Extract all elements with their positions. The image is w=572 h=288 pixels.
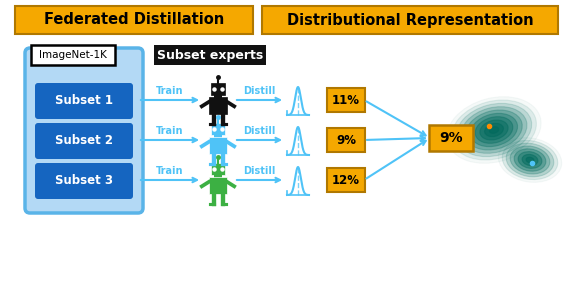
FancyBboxPatch shape — [209, 177, 227, 194]
Ellipse shape — [489, 127, 499, 133]
Text: Distill: Distill — [243, 166, 276, 176]
FancyBboxPatch shape — [35, 123, 133, 159]
Ellipse shape — [475, 117, 513, 143]
FancyBboxPatch shape — [214, 174, 221, 178]
FancyBboxPatch shape — [154, 45, 266, 65]
Text: Distill: Distill — [243, 86, 276, 96]
FancyBboxPatch shape — [327, 128, 365, 152]
Ellipse shape — [480, 120, 508, 140]
Ellipse shape — [506, 143, 554, 177]
Text: Subset 3: Subset 3 — [55, 175, 113, 187]
FancyBboxPatch shape — [327, 88, 365, 112]
FancyBboxPatch shape — [262, 6, 558, 34]
FancyBboxPatch shape — [211, 83, 225, 94]
Ellipse shape — [452, 100, 537, 160]
Text: 9%: 9% — [439, 131, 463, 145]
Text: Subset 2: Subset 2 — [55, 134, 113, 147]
Ellipse shape — [502, 141, 558, 180]
FancyBboxPatch shape — [15, 6, 253, 34]
FancyBboxPatch shape — [25, 48, 143, 213]
Text: ImageNet-1K: ImageNet-1K — [39, 50, 107, 60]
Ellipse shape — [466, 110, 522, 150]
FancyBboxPatch shape — [327, 168, 365, 192]
Text: Train: Train — [156, 86, 184, 96]
Text: Subset experts: Subset experts — [157, 48, 263, 62]
FancyBboxPatch shape — [211, 123, 225, 134]
Ellipse shape — [518, 151, 542, 168]
Text: Distill: Distill — [243, 126, 276, 136]
Ellipse shape — [514, 149, 546, 171]
FancyBboxPatch shape — [429, 125, 473, 151]
Text: Distributional Representation: Distributional Representation — [287, 12, 533, 27]
Ellipse shape — [510, 146, 550, 174]
Ellipse shape — [484, 123, 503, 137]
Text: Federated Distillation: Federated Distillation — [44, 12, 224, 27]
FancyBboxPatch shape — [35, 83, 133, 119]
FancyBboxPatch shape — [209, 137, 227, 154]
FancyBboxPatch shape — [35, 163, 133, 199]
Text: 12%: 12% — [332, 173, 360, 187]
FancyBboxPatch shape — [214, 94, 221, 98]
Text: 11%: 11% — [332, 94, 360, 107]
FancyBboxPatch shape — [211, 163, 225, 175]
Ellipse shape — [526, 157, 534, 163]
Text: Train: Train — [156, 126, 184, 136]
Ellipse shape — [470, 113, 518, 147]
Text: Train: Train — [156, 166, 184, 176]
Ellipse shape — [522, 154, 538, 166]
FancyBboxPatch shape — [209, 97, 227, 113]
FancyBboxPatch shape — [31, 45, 115, 65]
Ellipse shape — [456, 103, 532, 157]
Ellipse shape — [461, 107, 527, 153]
Text: Subset 1: Subset 1 — [55, 94, 113, 107]
FancyBboxPatch shape — [214, 134, 221, 138]
Text: 9%: 9% — [336, 134, 356, 147]
